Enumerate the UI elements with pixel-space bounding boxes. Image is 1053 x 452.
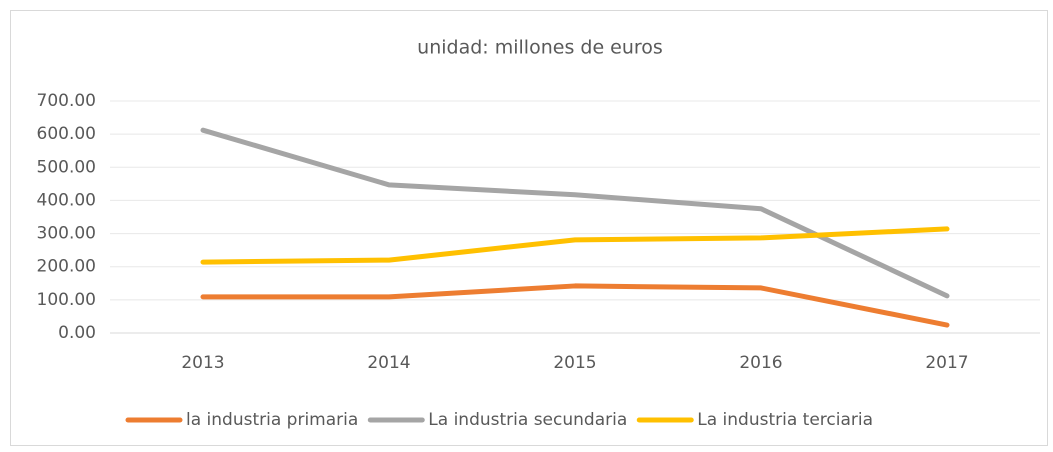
legend-label: La industria terciaria bbox=[697, 410, 873, 430]
y-tick-label: 0.00 bbox=[58, 323, 96, 343]
chart-border bbox=[10, 10, 1048, 446]
y-tick-label: 300.00 bbox=[37, 224, 96, 244]
y-tick-label: 100.00 bbox=[37, 290, 96, 310]
y-tick-label: 600.00 bbox=[37, 124, 96, 144]
y-tick-label: 200.00 bbox=[37, 257, 96, 277]
series-line bbox=[200, 226, 950, 265]
x-tick-label: 2017 bbox=[925, 353, 968, 373]
x-tick-label: 2016 bbox=[739, 353, 782, 373]
x-tick-label: 2013 bbox=[181, 353, 224, 373]
chart-title: unidad: millones de euros bbox=[417, 37, 663, 59]
series-line bbox=[200, 127, 950, 299]
y-tick-label: 700.00 bbox=[37, 91, 96, 111]
x-tick-label: 2014 bbox=[367, 353, 410, 373]
y-tick-label: 400.00 bbox=[37, 190, 96, 210]
y-tick-label: 500.00 bbox=[37, 157, 96, 177]
legend-label: La industria secundaria bbox=[428, 410, 627, 430]
legend-label: la industria primaria bbox=[186, 410, 358, 430]
series-line bbox=[200, 283, 950, 328]
x-tick-label: 2015 bbox=[553, 353, 596, 373]
